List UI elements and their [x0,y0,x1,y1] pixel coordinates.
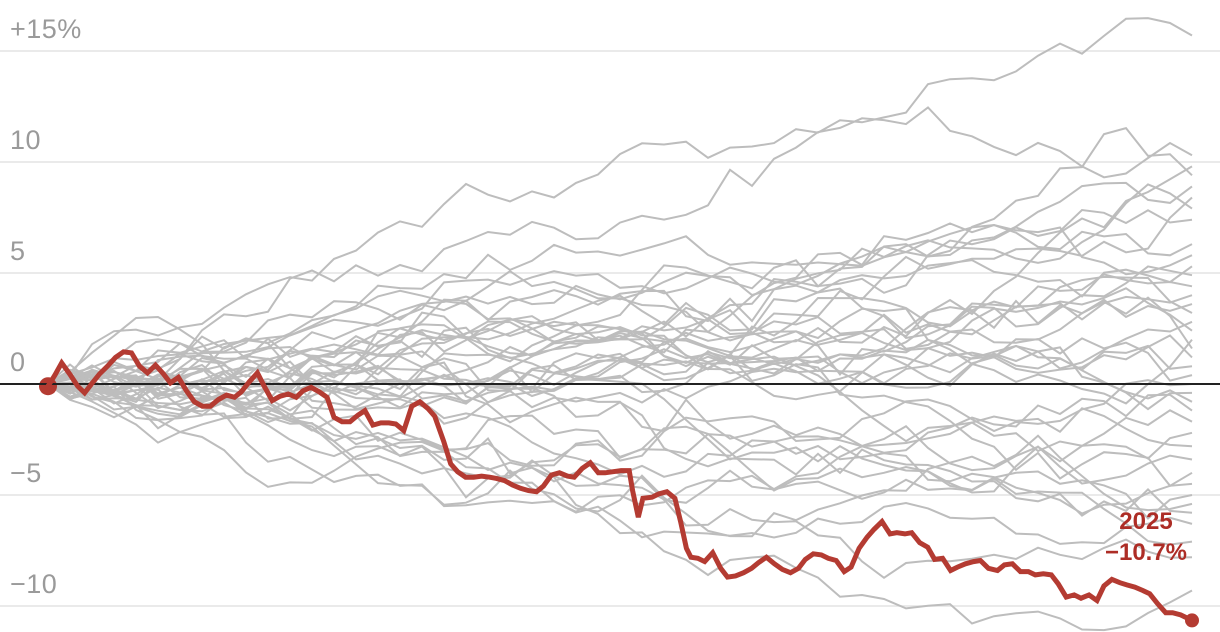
y-axis-label: 10 [10,125,42,155]
y-axis-label: −5 [10,458,42,488]
y-axis-label: 0 [10,347,26,377]
y-axis-label: +15% [10,14,82,44]
highlight-year-line [45,349,1195,623]
previous-year-line [47,275,1193,389]
previous-year-line [47,320,1193,411]
previous-year-line [47,344,1193,411]
annotation-year-label: 2025 [1119,508,1173,535]
end-dot [1185,613,1199,628]
previous-year-line [47,106,1193,385]
previous-year-line [47,379,1193,513]
y-axis-label: −10 [10,569,58,599]
previous-year-line [47,307,1193,395]
previous-year-line [47,383,1193,546]
previous-year-line [47,222,1193,398]
highlight-annotation: 2025 −10.7% [1076,506,1216,568]
previous-year-line [47,374,1193,545]
previous-year-line [47,320,1193,444]
y-axis-label: 5 [10,236,26,266]
previous-year-line [47,326,1193,488]
previous-year-line [47,265,1193,385]
previous-year-line [47,383,1193,520]
previous-year-line [47,369,1193,517]
previous-year-line [47,381,1193,580]
previous-year-line [47,368,1193,632]
annotation-value-label: −10.7% [1104,539,1188,566]
previous-year-line [47,296,1193,420]
previous-year-line [47,17,1193,385]
